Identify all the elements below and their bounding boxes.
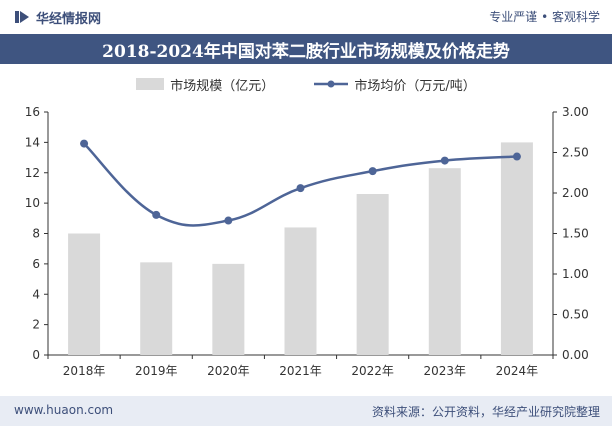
price-point-2024年 — [512, 152, 521, 161]
y-left-tick-label: 14 — [25, 135, 40, 149]
bar-2021年 — [284, 227, 317, 355]
y-right-tick-label: 2.50 — [562, 146, 589, 160]
chart-legend: 市场规模（亿元） 市场均价（万元/吨） — [0, 74, 612, 94]
y-right-tick-label: 2.00 — [562, 186, 589, 200]
y-right-tick-label: 1.00 — [562, 267, 589, 281]
y-left-tick-label: 12 — [25, 166, 40, 180]
legend-item-line: 市场均价（万元/吨） — [314, 75, 476, 94]
bar-2022年 — [356, 194, 389, 355]
bar-2018年 — [68, 233, 101, 355]
footer-source: 资料来源：公开资料，华经产业研究院整理 — [371, 405, 600, 419]
x-tick-label: 2021年 — [279, 364, 322, 378]
price-point-2019年 — [152, 210, 161, 219]
price-point-2020年 — [224, 216, 233, 225]
price-point-2022年 — [368, 167, 377, 176]
bar-2023年 — [428, 168, 461, 355]
footer-url: www.huaon.com — [14, 403, 114, 417]
price-point-2021年 — [296, 184, 305, 193]
legend-bar-label: 市场规模（亿元） — [170, 78, 275, 94]
chart-title: 2018-2024年中国对苯二胺行业市场规模及价格走势 — [102, 41, 510, 62]
y-left-tick-label: 8 — [32, 227, 40, 241]
bar-2019年 — [140, 262, 173, 355]
x-tick-label: 2024年 — [496, 364, 539, 378]
top-bar: 华经情报网 专业严谨 • 客观科学 — [0, 0, 612, 34]
x-tick-label: 2023年 — [424, 364, 467, 378]
x-tick-label: 2022年 — [351, 364, 394, 378]
y-left-tick-label: 4 — [32, 287, 40, 301]
brand-name: 华经情报网 — [36, 11, 102, 27]
bar-2024年 — [500, 142, 533, 355]
y-left-tick-label: 0 — [32, 348, 40, 362]
brand: 华经情报网 — [14, 8, 102, 27]
x-tick-label: 2018年 — [63, 364, 106, 378]
legend-line-swatch — [314, 80, 349, 88]
y-left-tick-label: 2 — [32, 318, 40, 332]
y-right-tick-label: 0.00 — [562, 348, 589, 362]
y-left-tick-label: 10 — [25, 196, 40, 210]
legend-item-bar: 市场规模（亿元） — [136, 75, 274, 94]
bar-2020年 — [212, 263, 245, 355]
y-left-tick-label: 6 — [32, 257, 40, 271]
x-tick-label: 2019年 — [135, 364, 178, 378]
x-tick-label: 2020年 — [207, 364, 250, 378]
y-right-tick-label: 3.00 — [562, 105, 589, 119]
y-right-tick-label: 0.50 — [562, 308, 589, 322]
legend-bar-swatch — [136, 78, 165, 90]
chart-canvas: 0 2 4 6 8 10 12 14 16 0.00 0.50 1.00 1.50 2.00 2.50 3.0… — [25, 105, 589, 378]
title-bar: 2018-2024年中国对苯二胺行业市场规模及价格走势 — [0, 34, 612, 64]
y-right-tick-label: 1.50 — [562, 227, 589, 241]
brand-logo-icon — [15, 11, 29, 23]
price-point-2018年 — [80, 139, 89, 148]
tagline: 专业严谨 • 客观科学 — [489, 10, 600, 24]
price-point-2023年 — [440, 156, 449, 165]
y-left-tick-label: 16 — [25, 105, 40, 119]
footer: www.huaon.com 资料来源：公开资料，华经产业研究院整理 — [0, 396, 612, 426]
legend-line-label: 市场均价（万元/吨） — [354, 78, 476, 94]
